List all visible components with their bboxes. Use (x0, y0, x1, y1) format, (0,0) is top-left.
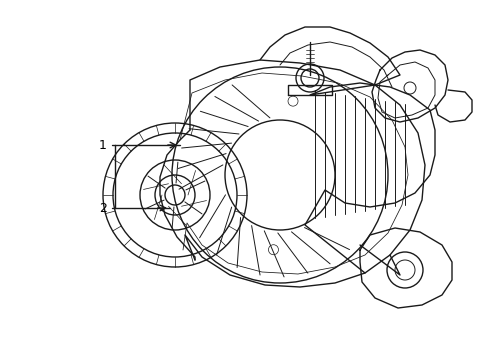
Text: 2: 2 (99, 202, 107, 215)
Text: 1: 1 (99, 139, 107, 152)
